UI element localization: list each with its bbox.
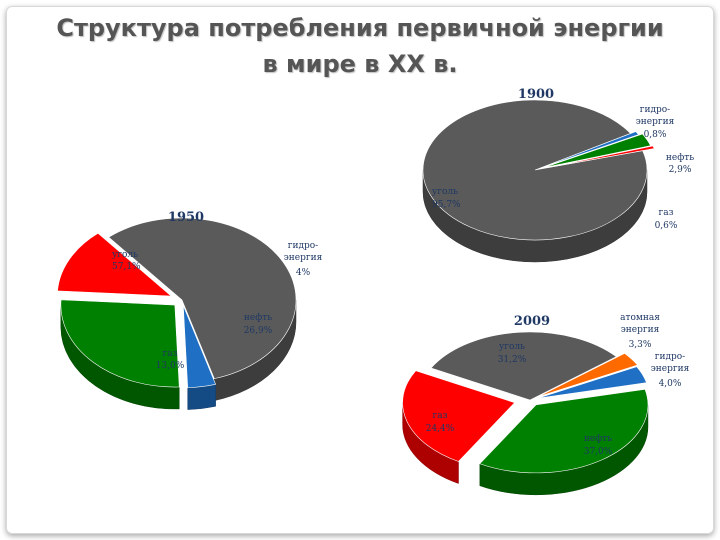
- label-value-gas: 0,6%: [655, 221, 678, 231]
- label-name-oil: нефть: [584, 434, 612, 444]
- chart-title-1950: 1950: [168, 210, 204, 225]
- slice-nuclear: [538, 352, 639, 397]
- label-name-nuclear: энергия: [621, 325, 660, 335]
- title-line-2: в мире в ХХ в.: [262, 50, 458, 78]
- label-name-gas: газ: [163, 349, 178, 359]
- label-name-hydro: гидро-: [655, 352, 685, 362]
- slice-coal: [430, 331, 617, 401]
- label-value-oil: 37,0%: [584, 447, 613, 457]
- pie-chart-1900: 1900 уголь 95,7% гидро-энергия 0,8% нефть 2,9%…: [422, 87, 694, 263]
- pie-chart-2009: 2009 уголь 31,2% атомная энергия 3,3%гидро-эн…: [402, 313, 690, 496]
- label-value-hydro: 4,0%: [659, 379, 682, 389]
- slice-hydro: [540, 131, 640, 169]
- label-value-hydro: 0,8%: [644, 130, 667, 140]
- slice-oil: [544, 133, 652, 168]
- label-name-coal: уголь: [499, 342, 525, 352]
- slice-coal: [108, 217, 297, 379]
- label-value-nuclear: 3,3%: [629, 340, 652, 350]
- label-value-oil: 26,9%: [244, 326, 273, 336]
- slice-hydro: [182, 305, 217, 388]
- slice-oil: [479, 388, 649, 474]
- page-title: Структура потребления первичной энергии …: [0, 10, 720, 82]
- label-value-gas: 24,4%: [426, 424, 455, 434]
- slice-coal: [422, 99, 648, 241]
- slice-side-hydro: [187, 384, 216, 410]
- label-value-coal: 31,2%: [498, 355, 527, 365]
- slice-gas: [57, 232, 173, 297]
- label-value-coal: 57,1%: [112, 262, 141, 272]
- label-name-hydro: энергия: [636, 117, 675, 127]
- chart-title-2009: 2009: [514, 314, 550, 329]
- label-name-nuclear: атомная: [620, 313, 660, 323]
- label-name-gas: газ: [659, 208, 674, 218]
- label-name-hydro: энергия: [651, 364, 690, 374]
- label-name-hydro: гидро-: [288, 241, 318, 251]
- label-name-coal: уголь: [432, 187, 458, 197]
- label-name-oil: нефть: [244, 313, 272, 323]
- title-line-1: Структура потребления первичной энергии: [56, 14, 664, 42]
- label-name-hydro: энергия: [284, 253, 323, 263]
- slice-hydro: [537, 366, 647, 399]
- label-name-coal: уголь: [112, 250, 138, 260]
- label-value-oil: 2,9%: [669, 165, 692, 175]
- label-name-hydro: гидро-: [640, 105, 670, 115]
- label-name-oil: нефть: [666, 153, 694, 163]
- slice-gas: [546, 145, 655, 169]
- label-value-gas: 13,0%: [156, 361, 185, 371]
- pie-chart-1950: 1950 уголь 57,1% гидро-энергия 4% нефть 26,9% г…: [57, 210, 323, 410]
- slice-gas: [402, 370, 516, 462]
- label-value-hydro: 4%: [296, 268, 311, 278]
- slice-oil: [60, 299, 180, 388]
- label-value-coal: 95,7%: [432, 200, 461, 210]
- chart-title-1900: 1900: [518, 87, 554, 102]
- label-name-gas: газ: [433, 411, 448, 421]
